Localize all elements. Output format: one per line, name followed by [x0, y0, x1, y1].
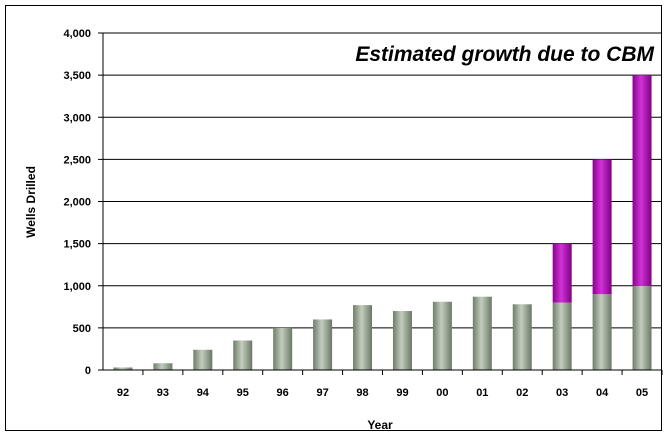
bar-base	[353, 305, 373, 370]
y-axis-title: Wells Drilled	[24, 166, 38, 238]
y-tick-label: 2,500	[63, 154, 91, 166]
bar-base	[512, 304, 532, 370]
bar-base	[432, 301, 452, 370]
x-tick-label: 96	[277, 387, 289, 399]
bar-base	[273, 327, 293, 370]
bars	[113, 75, 652, 370]
x-tick-label: 92	[117, 387, 129, 399]
x-tick-label: 05	[636, 387, 648, 399]
y-tick-label: 2,000	[63, 197, 91, 209]
bar-base	[233, 340, 253, 370]
x-axis-title: Year	[367, 418, 393, 432]
x-tick-label: 97	[316, 387, 328, 399]
bar-cbm	[552, 243, 572, 303]
x-tick-label: 98	[356, 387, 368, 399]
y-tick-labels: 0 500 1,000 1,500 2,000 2,500 3,000 3,500 4,000	[63, 28, 91, 377]
bar-base	[193, 349, 213, 370]
x-tick-label: 03	[556, 387, 568, 399]
bar-base	[552, 302, 572, 370]
x-tick-labels: 92 93 94 95 96 97 98 99 00 01 02 03 04 05	[117, 387, 648, 399]
axes	[102, 33, 663, 375]
bar-base	[592, 294, 612, 370]
x-tick-label: 93	[157, 387, 169, 399]
x-tick-label: 01	[476, 387, 488, 399]
chart-frame	[5, 5, 662, 431]
x-tick-label: 02	[516, 387, 528, 399]
x-tick-label: 99	[396, 387, 408, 399]
bar-base	[313, 319, 333, 370]
bar-cbm	[632, 75, 652, 286]
x-tick-label: 94	[197, 387, 210, 399]
y-tick-label: 1,000	[63, 281, 91, 293]
y-tick-label: 0	[85, 365, 91, 377]
bar-base	[632, 285, 652, 370]
bar-cbm	[592, 159, 612, 295]
y-tick-label: 500	[73, 323, 91, 335]
bar-base	[392, 311, 412, 370]
y-tick-label: 4,000	[63, 28, 91, 40]
x-tick-label: 95	[237, 387, 249, 399]
bar-base	[472, 296, 492, 370]
x-tick-label: 00	[436, 387, 448, 399]
y-tick-label: 3,500	[63, 70, 91, 82]
y-tick-label: 3,000	[63, 112, 91, 124]
y-tick-label: 1,500	[63, 239, 91, 251]
x-tick-label: 04	[596, 387, 609, 399]
bar-base	[153, 363, 173, 370]
chart-annotation: Estimated growth due to CBM	[355, 43, 654, 66]
gridlines	[98, 32, 662, 371]
bar-base	[113, 367, 133, 370]
